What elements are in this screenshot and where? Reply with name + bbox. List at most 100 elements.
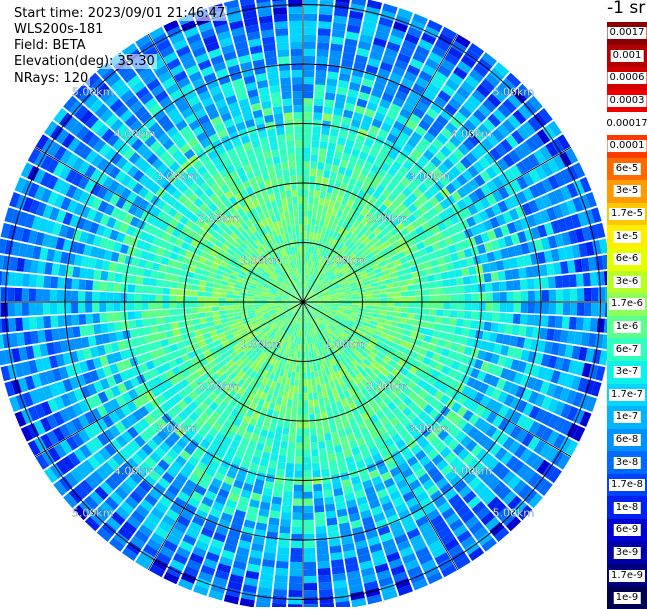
range-gate-cell [317,434,324,442]
range-gate-cell [307,379,311,386]
range-gate-cell [274,404,281,412]
range-gate-cell [282,498,292,506]
range-gate-cell [198,302,205,307]
range-gate-cell [286,406,292,414]
range-gate-cell [78,291,85,301]
range-gate-cell [448,326,456,334]
range-gate-cell [450,302,457,309]
range-gate-cell [428,316,436,323]
range-gate-cell [316,540,328,548]
range-gate-cell [317,554,329,562]
range-gate-cell [114,273,122,282]
range-gate-cell [303,351,306,358]
range-gate-cell [127,311,135,319]
range-gate-cell [457,311,465,319]
range-gate-cell [281,434,288,442]
range-gate-cell [303,204,308,211]
range-gate-cell [205,312,213,317]
range-gate-cell [273,490,283,498]
range-gate-cell [276,397,282,405]
range-gate-cell [294,112,303,119]
range-gate-cell [320,141,328,149]
range-gate-cell [562,316,570,329]
range-gate-cell [299,379,303,386]
range-gate-cell [276,561,289,569]
range-gate-cell [315,219,320,227]
range-gate-cell [226,310,233,314]
range-gate-cell [190,296,197,301]
range-gate-cell [425,329,433,336]
range-gate-cell [303,175,309,182]
range-gate-cell [436,309,444,316]
range-gate-cell [316,212,321,220]
range-gate-cell [283,169,290,177]
range-gate-cell [57,277,65,289]
range-gate-cell [176,296,183,302]
range-gate-cell [277,177,284,185]
range-gate-cell [296,161,303,168]
range-gate-cell [278,141,286,149]
range-gate-cell [310,421,316,428]
range-gate-cell [71,303,78,314]
range-gate-cell [57,303,64,314]
range-gate-cell [299,225,303,232]
range-gate-cell [219,306,226,310]
range-gate-cell [472,303,479,311]
range-gate-cell [136,328,144,337]
range-gate-cell [307,372,311,379]
range-gate-cell [295,147,302,154]
range-gate-cell [313,204,318,212]
range-gate-cell [219,310,226,315]
range-gate-cell [1,303,8,317]
range-gate-cell [304,485,313,492]
range-gate-cell [127,303,134,311]
range-gate-cell [169,295,176,301]
range-gate-cell [275,568,288,576]
range-gate-cell [299,386,303,393]
range-gate-cell [299,218,303,225]
range-gate-cell [278,56,290,64]
range-gate-cell [281,198,287,206]
range-gate-cell [272,497,282,505]
range-gate-cell [156,287,164,294]
range-gate-cell [493,303,500,312]
range-gate-cell [465,303,472,311]
range-gate-cell [303,344,305,351]
range-gate-cell [286,219,291,227]
range-gate-cell [277,42,289,50]
range-gate-cell [289,576,302,583]
range-gate-cell [366,309,373,313]
range-gate-cell [92,313,100,323]
range-gate-cell [279,148,287,156]
range-gate-cell [310,232,314,239]
range-gate-cell [303,211,307,218]
range-gate-cell [584,303,591,316]
range-gate-cell [304,583,317,590]
range-gate-cell [281,512,291,520]
range-gate-cell [312,456,320,464]
range-gate-cell [317,162,324,170]
range-gate-cell [328,178,335,186]
range-gate-cell [304,513,314,520]
range-gate-cell [22,303,29,316]
range-gate-cell [292,232,296,239]
range-gate-cell [267,128,276,136]
range-gate-cell [394,302,401,307]
range-gate-cell [129,266,137,275]
range-gate-cell [72,266,80,277]
range-gate-cell [106,303,113,312]
range-gate-cell [301,253,303,260]
range-gate-cell [99,292,106,301]
range-gate-cell [254,302,261,304]
range-gate-cell [317,169,324,177]
range-gate-cell [233,306,240,310]
range-gate-cell [319,582,333,590]
range-gate-cell [288,0,302,7]
range-gate-cell [193,273,201,280]
range-gate-cell [191,291,198,297]
range-gate-cell [22,273,30,286]
range-gate-cell [313,112,322,120]
range-gate-cell [303,253,305,260]
range-gate-cell [297,407,302,414]
range-gate-cell [282,505,292,513]
